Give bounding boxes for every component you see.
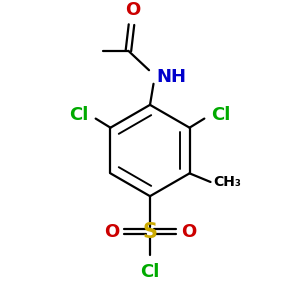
Text: O: O [104, 223, 119, 241]
Text: NH: NH [156, 68, 186, 86]
Text: O: O [181, 223, 196, 241]
Text: S: S [142, 222, 158, 242]
Text: Cl: Cl [140, 263, 160, 281]
Text: Cl: Cl [211, 106, 230, 124]
Text: Cl: Cl [70, 106, 89, 124]
Text: O: O [125, 1, 141, 19]
Text: CH₃: CH₃ [213, 175, 241, 189]
